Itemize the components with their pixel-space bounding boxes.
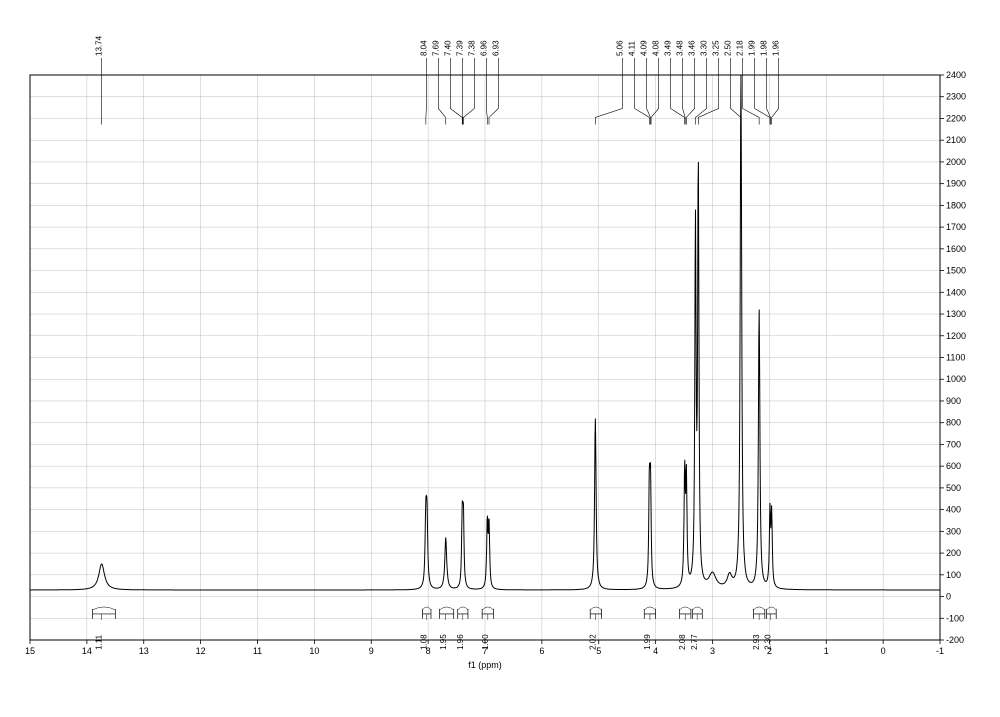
x-tick-label: 4 [653, 646, 658, 656]
integration-label: 2.02 [588, 634, 597, 650]
integration-label: 1.08 [419, 634, 428, 650]
x-tick-label: 14 [82, 646, 92, 656]
peak-label: 4.11 [628, 40, 637, 56]
peak-label: 7.69 [431, 40, 440, 56]
peak-label: 7.38 [467, 40, 476, 56]
y-tick-label: 0 [946, 592, 951, 602]
y-tick-label: 400 [946, 505, 961, 515]
y-tick-label: 700 [946, 439, 961, 449]
peak-label: 2.18 [736, 40, 745, 56]
peak-label: 3.48 [676, 40, 685, 56]
peak-label: 4.09 [640, 40, 649, 56]
y-tick-label: 100 [946, 570, 961, 580]
peak-label: 1.96 [772, 40, 781, 56]
x-tick-label: 0 [881, 646, 886, 656]
peak-label: 1.99 [748, 40, 757, 56]
y-tick-label: 1000 [946, 374, 966, 384]
x-tick-label: 1 [824, 646, 829, 656]
y-tick-label: 600 [946, 461, 961, 471]
integration-label: 1.96 [456, 634, 465, 650]
peak-label: 13.74 [95, 35, 104, 56]
peak-label: 8.04 [419, 40, 428, 56]
y-tick-label: 500 [946, 483, 961, 493]
y-tick-label: 200 [946, 548, 961, 558]
y-tick-label: 2000 [946, 157, 966, 167]
peak-label: 3.46 [688, 40, 697, 56]
x-tick-label: 13 [139, 646, 149, 656]
peak-label: 3.30 [700, 40, 709, 56]
nmr-spectrum-chart: -200-10001002003004005006007008009001000… [0, 0, 1000, 712]
y-tick-label: 1700 [946, 222, 966, 232]
y-tick-label: -100 [946, 613, 964, 623]
peak-label: 5.06 [616, 40, 625, 56]
x-tick-label: 9 [369, 646, 374, 656]
peak-label: 3.25 [712, 40, 721, 56]
y-tick-label: 300 [946, 526, 961, 536]
y-tick-label: 2400 [946, 70, 966, 80]
x-tick-label: 3 [710, 646, 715, 656]
integration-label: 2.93 [752, 634, 761, 650]
y-tick-label: 1500 [946, 266, 966, 276]
peak-label: 2.50 [724, 40, 733, 56]
y-tick-label: 900 [946, 396, 961, 406]
y-tick-label: 2200 [946, 113, 966, 123]
peak-label: 6.96 [479, 40, 488, 56]
peak-label: 7.39 [455, 40, 464, 56]
peak-label: 4.08 [652, 40, 661, 56]
integration-label: 1.00 [481, 634, 490, 650]
peak-label: 1.98 [760, 40, 769, 56]
x-tick-label: 11 [253, 646, 262, 656]
x-tick-label: 15 [25, 646, 35, 656]
peak-label: 6.93 [491, 40, 500, 56]
y-tick-label: 1900 [946, 179, 966, 189]
y-tick-label: 1600 [946, 244, 966, 254]
peak-label: 3.49 [664, 40, 673, 56]
integration-label: 1.95 [439, 634, 448, 650]
x-axis-label: f1 (ppm) [468, 660, 502, 670]
y-tick-label: 1800 [946, 200, 966, 210]
y-tick-label: -200 [946, 635, 964, 645]
y-tick-label: 800 [946, 418, 961, 428]
y-tick-label: 1200 [946, 331, 966, 341]
integration-label: 1.99 [643, 634, 652, 650]
y-tick-label: 2100 [946, 135, 966, 145]
y-tick-label: 1400 [946, 287, 966, 297]
integration-label: 2.30 [764, 634, 773, 650]
x-tick-label: 12 [196, 646, 206, 656]
y-tick-label: 1300 [946, 309, 966, 319]
y-tick-label: 2300 [946, 92, 966, 102]
x-tick-label: 6 [539, 646, 544, 656]
x-tick-label: -1 [936, 646, 944, 656]
peak-label: 7.40 [443, 40, 452, 56]
integration-label: 2.08 [678, 634, 687, 650]
integration-label: 2.77 [690, 634, 699, 650]
y-tick-label: 1100 [946, 353, 965, 363]
integration-label: 1.11 [95, 634, 104, 650]
x-tick-label: 10 [309, 646, 319, 656]
